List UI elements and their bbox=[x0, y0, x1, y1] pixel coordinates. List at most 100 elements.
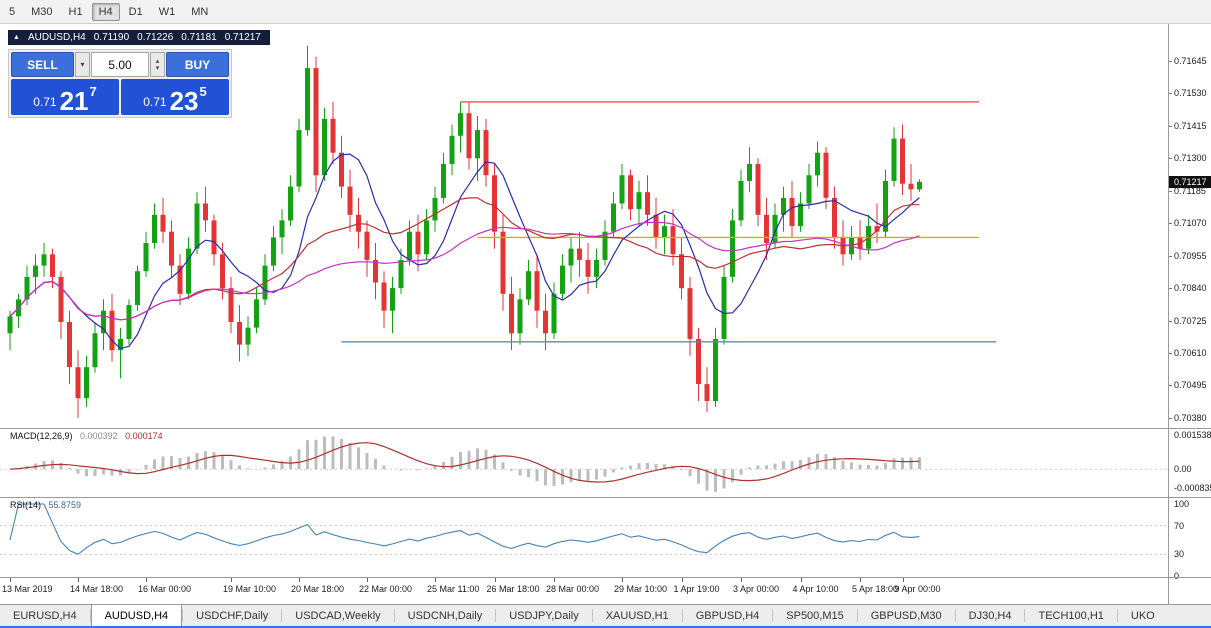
price-axis-tick bbox=[1169, 125, 1172, 127]
tab-separator bbox=[772, 609, 774, 622]
price-axis-label: 0.70840 bbox=[1174, 283, 1207, 294]
rsi-chart[interactable] bbox=[0, 497, 1168, 577]
timeframe-toolbar: 5 M30 H1 H4 D1 W1 MN bbox=[0, 0, 1211, 24]
chart-tab-usdcad-weekly[interactable]: USDCAD,Weekly bbox=[295, 609, 381, 622]
moving-average-45 bbox=[9, 221, 920, 321]
timeframe-button-d1[interactable]: D1 bbox=[128, 5, 143, 18]
chart-tab-uko[interactable]: UKO bbox=[1130, 609, 1155, 622]
time-axis-tick bbox=[78, 578, 79, 582]
time-axis-label: 14 Mar 18:00 bbox=[70, 584, 124, 594]
time-axis-tick bbox=[681, 578, 683, 582]
price-axis-tick bbox=[1169, 255, 1172, 257]
price-axis-label: 0.71300 bbox=[1174, 153, 1207, 164]
macd-axis-label: 0.00 bbox=[1174, 464, 1192, 475]
price-axis-label: 0.70380 bbox=[1174, 412, 1207, 423]
price-axis-label: 0.70725 bbox=[1174, 315, 1207, 326]
panel-separator bbox=[0, 577, 1211, 578]
price-axis-tick bbox=[1169, 417, 1172, 419]
chart-tab-eurusd-h4[interactable]: EURUSD,H4 bbox=[13, 609, 77, 622]
sell-price-box[interactable]: 0.71 21 7 bbox=[11, 79, 119, 115]
chart-tab-usdjpy-daily[interactable]: USDJPY,Daily bbox=[509, 609, 579, 622]
chart-tab-tech100-h1[interactable]: TECH100,H1 bbox=[1038, 609, 1104, 622]
chart-tab-usdcnh-daily[interactable]: USDCNH,Daily bbox=[407, 609, 483, 622]
price-axis-tick bbox=[1169, 223, 1172, 225]
chart-tab-sp500-m15[interactable]: SP500,M15 bbox=[786, 609, 844, 622]
price-axis-tick bbox=[1169, 61, 1172, 62]
buy-price-box[interactable]: 0.71 23 5 bbox=[121, 79, 229, 115]
chart-tab-xauusd-h1[interactable]: XAUUSD,H1 bbox=[605, 609, 669, 622]
symbol-name: AUDUSD,H4 bbox=[27, 32, 86, 43]
chart-tab-dj30-h4[interactable]: DJ30,H4 bbox=[968, 609, 1012, 622]
macd-name: MACD(12,26,9) bbox=[10, 431, 73, 441]
ask-pip-digit: 5 bbox=[199, 84, 207, 99]
time-axis-label: 16 Mar 00:00 bbox=[138, 584, 192, 594]
time-axis-label: 5 Apr 18:00 bbox=[852, 584, 899, 594]
macd-signal-line bbox=[9, 442, 920, 483]
collapse-arrow-icon[interactable]: ▲ bbox=[13, 34, 20, 41]
tab-separator bbox=[591, 609, 593, 622]
chart-tab-gbpusd-h4[interactable]: GBPUSD,H4 bbox=[695, 609, 760, 622]
current-price-badge: 0.71217 bbox=[1169, 175, 1211, 188]
chart-tab-usdchf-daily[interactable]: USDCHF,Daily bbox=[196, 609, 269, 622]
candlestick-chart[interactable] bbox=[0, 24, 1168, 428]
price-axis-label: 0.70495 bbox=[1174, 380, 1207, 391]
timeframe-button-mn[interactable]: MN bbox=[191, 5, 209, 18]
chart-tab-gbpusd-m30[interactable]: GBPUSD,M30 bbox=[870, 609, 942, 622]
lot-size-input[interactable]: 5.00 bbox=[91, 52, 149, 77]
time-axis-tick bbox=[299, 578, 300, 582]
macd-axis-label: 0.001538 bbox=[1174, 429, 1211, 440]
lot-spinner[interactable]: ▴ ▾ bbox=[150, 52, 165, 77]
ask-prefix: 0.71 bbox=[143, 95, 167, 109]
tab-separator bbox=[182, 609, 184, 622]
rsi-axis-label: 70 bbox=[1174, 520, 1185, 531]
panel-separator bbox=[0, 497, 1211, 498]
tab-separator bbox=[954, 609, 956, 622]
time-axis-tick bbox=[902, 578, 904, 582]
time-axis-tick bbox=[741, 578, 742, 582]
sell-button[interactable]: SELL bbox=[11, 52, 74, 77]
time-axis-tick bbox=[622, 578, 623, 582]
timeframe-button-h1[interactable]: H1 bbox=[68, 5, 83, 18]
price-axis-label: 0.71530 bbox=[1174, 88, 1207, 99]
time-axis-label: 1 Apr 19:00 bbox=[673, 584, 720, 594]
rsi-line bbox=[9, 503, 920, 555]
ohlc-high-value: 0.71226 bbox=[137, 32, 174, 43]
price-axis-label: 0.71070 bbox=[1174, 218, 1207, 229]
timeframe-button-w1[interactable]: W1 bbox=[158, 5, 176, 18]
ohlc-open-value: 0.71190 bbox=[93, 32, 130, 43]
rsi-axis-label: 100 bbox=[1174, 499, 1190, 509]
ohlc-close-value: 0.71217 bbox=[224, 32, 261, 43]
rsi-axis-label: 30 bbox=[1174, 549, 1185, 560]
spinner-up-icon[interactable]: ▴ bbox=[155, 57, 160, 65]
timeframe-button-5[interactable]: 5 bbox=[9, 5, 16, 18]
price-axis-tick bbox=[1169, 353, 1172, 355]
price-axis[interactable]: 0.71645 0.71530 0.71415 0.71300 0.71185 0.710… bbox=[1168, 24, 1211, 604]
time-axis-tick bbox=[367, 578, 368, 582]
timeframe-button-m30[interactable]: M30 bbox=[31, 5, 53, 18]
time-axis[interactable]: 13 Mar 2019 14 Mar 18:00 16 Mar 00:00 19 Ma… bbox=[0, 577, 1168, 604]
tab-separator bbox=[1024, 609, 1026, 622]
main-chart-panel: ▲ AUDUSD,H4 0.71190 0.71226 0.71181 0.71… bbox=[0, 24, 1168, 428]
time-axis-label: 28 Mar 00:00 bbox=[546, 584, 600, 594]
price-axis-label: 0.70610 bbox=[1174, 348, 1207, 359]
price-axis-tick bbox=[1169, 320, 1172, 322]
macd-chart[interactable] bbox=[0, 428, 1168, 497]
time-axis-tick bbox=[860, 578, 861, 582]
buy-button[interactable]: BUY bbox=[166, 52, 229, 77]
time-axis-label: 29 Mar 10:00 bbox=[614, 584, 668, 594]
lot-dropdown-arrow-icon[interactable]: ▾ bbox=[75, 52, 90, 77]
ohlc-low-value: 0.71181 bbox=[181, 32, 217, 43]
price-axis-tick bbox=[1169, 190, 1172, 192]
bid-pip-digit: 7 bbox=[89, 84, 97, 99]
tab-separator bbox=[89, 609, 91, 622]
price-axis-label: 0.70955 bbox=[1174, 250, 1207, 261]
macd-indicator-panel: MACD(12,26,9) 0.000392 0.000174 bbox=[0, 428, 1168, 497]
chart-tab-audusd-h4[interactable]: AUDUSD,H4 bbox=[90, 605, 183, 626]
spinner-down-icon[interactable]: ▾ bbox=[155, 64, 160, 72]
time-axis-label: 9 Apr 00:00 bbox=[894, 584, 941, 594]
price-axis-tick bbox=[1169, 385, 1172, 387]
timeframe-button-h4[interactable]: H4 bbox=[91, 2, 120, 21]
rsi-name: RSI(14) bbox=[10, 500, 42, 510]
rsi-axis-label: 0 bbox=[1174, 571, 1180, 581]
tab-separator bbox=[495, 609, 497, 622]
